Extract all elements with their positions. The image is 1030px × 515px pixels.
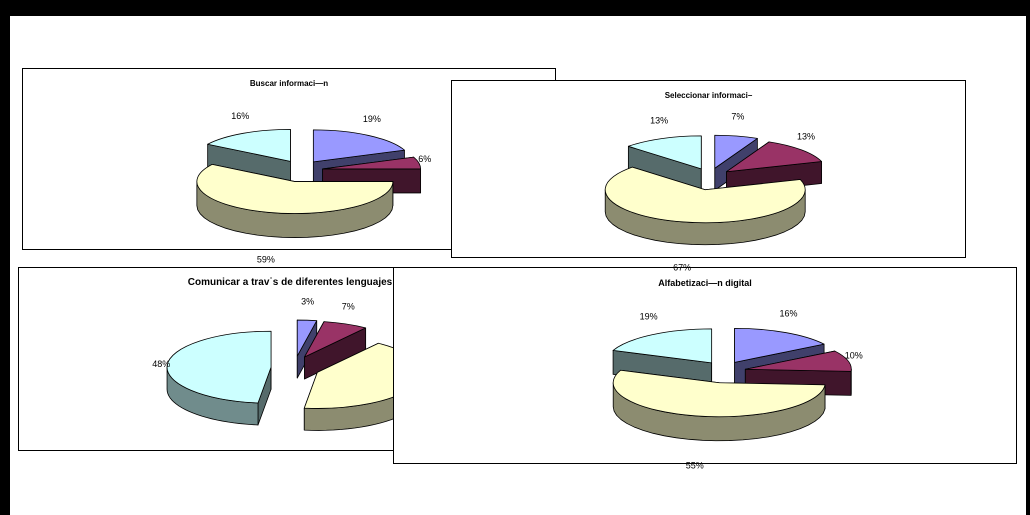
data-label: 16% (780, 308, 798, 318)
data-label: 16% (231, 111, 249, 121)
data-label: 48% (152, 359, 170, 369)
pie-chart-svg: 3%7%42%48% (152, 296, 429, 431)
pie-slice-3 (612, 328, 713, 388)
data-label: 6% (418, 154, 431, 164)
chart-panel-seleccionar-informacion: Seleccionar informaci– 7% 13% 67% 13% (451, 80, 966, 272)
chart-title: Alfabetizaci—n digital (658, 278, 752, 288)
data-label: 7% (731, 112, 744, 122)
pie-slice-0 (296, 319, 318, 379)
pie-chart-svg: 19% 6% 59% 16% (196, 111, 431, 264)
pie-slice-2 (196, 164, 394, 238)
chart-title: Buscar informaci—n (249, 79, 329, 88)
data-label: 19% (363, 114, 381, 124)
pie-chart-svg: 7% 13% 67% 13% (604, 112, 823, 272)
page-canvas: Buscar informaci—n 19% 6% 59% 16% Comunicar… (10, 16, 1026, 515)
data-label: 10% (845, 350, 863, 360)
pie-slice-3 (627, 135, 702, 192)
chart-panel-alfabetizacion-digital: Alfabetizaci—n digital 16% 10% 55% 19% (393, 267, 1017, 470)
data-label: 7% (342, 302, 355, 312)
pie-slice-2 (303, 342, 422, 431)
data-label: 13% (650, 115, 668, 125)
data-label: 13% (797, 132, 815, 142)
pie-slice-2 (612, 369, 826, 442)
data-label: 67% (673, 262, 691, 272)
data-label: 59% (257, 254, 275, 264)
pie-slice-2 (604, 166, 806, 246)
chart-title: Seleccionar informaci– (664, 91, 753, 100)
chart-title: Comunicar a trav˙s de diferentes lenguaj… (187, 277, 393, 288)
data-label: 3% (301, 296, 314, 306)
pie-chart-svg: 16% 10% 55% 19% (612, 308, 863, 470)
pie-slice-3 (166, 330, 272, 426)
data-label: 55% (686, 460, 704, 470)
data-label: 19% (640, 312, 658, 322)
